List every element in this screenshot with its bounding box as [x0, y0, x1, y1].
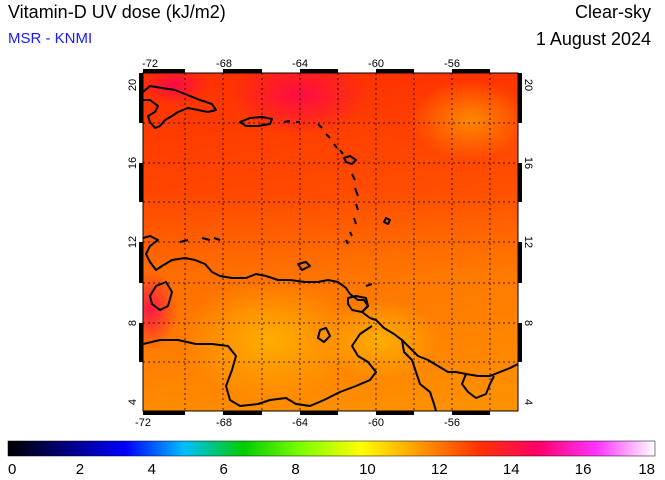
lat-lon-grid — [143, 73, 518, 411]
colorbar-label-10: 10 — [359, 461, 376, 478]
lon-tick-bottom-1: -72 — [135, 417, 151, 429]
colorbar — [7, 440, 656, 457]
colorbar-label-8: 8 — [291, 461, 299, 478]
uv-dose-field — [143, 73, 518, 411]
guadeloupe — [343, 155, 357, 165]
suriname-border — [461, 373, 495, 399]
colorbar-label-12: 12 — [431, 461, 448, 478]
lat-tick-right-2: 16 — [522, 157, 534, 169]
map-title: Vitamin-D UV dose (kJ/m2) — [8, 2, 226, 22]
lon-tick-top-3: -64 — [292, 58, 308, 70]
sky-condition-label: Clear-sky — [574, 2, 651, 22]
lon-tick-top-2: -68 — [216, 58, 232, 70]
lon-tick-bottom-2: -68 — [216, 417, 232, 429]
frame-border-ticks — [139, 69, 522, 415]
lat-tick-left-2: 16 — [127, 157, 139, 169]
puerto-rico-coast — [239, 116, 273, 127]
lon-tick-bottom-5: -56 — [444, 417, 460, 429]
abc-islands — [179, 237, 221, 243]
lon-tick-top-5: -56 — [444, 58, 460, 70]
barbados — [383, 217, 391, 225]
lat-tick-left-1: 20 — [127, 79, 139, 91]
source-label: MSR - KNMI — [8, 30, 93, 47]
lon-tick-bottom-3: -64 — [292, 417, 308, 429]
colorbar-label-4: 4 — [148, 461, 156, 478]
orinoco-border — [143, 325, 377, 407]
colorbar-labels: 0 2 4 6 8 10 12 14 16 18 — [8, 461, 655, 478]
colorbar-label-18: 18 — [638, 461, 655, 478]
lake-maracaibo — [149, 281, 173, 311]
lat-tick-right-3: 12 — [522, 236, 534, 248]
virgin-islands — [283, 120, 300, 123]
hispaniola-coast — [143, 85, 217, 129]
lat-tick-left-3: 12 — [127, 236, 139, 248]
lat-tick-right-1: 20 — [522, 79, 534, 91]
lesser-antilles-north — [317, 123, 344, 155]
date-label: 1 August 2024 — [535, 29, 651, 49]
trinidad — [347, 295, 369, 313]
guyana-border — [401, 339, 437, 411]
lat-tick-left-4: 8 — [127, 320, 139, 326]
st-lucia-vincent — [345, 217, 357, 245]
lon-tick-top-1: -72 — [142, 58, 158, 70]
south-america-coast — [143, 235, 518, 377]
colorbar-label-16: 16 — [575, 461, 592, 478]
dominica-martinique — [351, 173, 359, 211]
lon-tick-top-4: -60 — [368, 58, 384, 70]
colorbar-label-0: 0 — [8, 461, 16, 478]
colorbar-label-2: 2 — [76, 461, 84, 478]
inland-lake — [317, 327, 331, 343]
lat-tick-left-5: 4 — [127, 399, 139, 405]
tobago — [365, 283, 373, 287]
lon-tick-bottom-4: -60 — [368, 417, 384, 429]
lat-tick-right-5: 4 — [522, 399, 534, 405]
margarita — [297, 261, 311, 271]
coastlines — [143, 85, 518, 411]
lat-tick-right-4: 8 — [522, 320, 534, 326]
colorbar-label-6: 6 — [219, 461, 227, 478]
colorbar-label-14: 14 — [503, 461, 520, 478]
